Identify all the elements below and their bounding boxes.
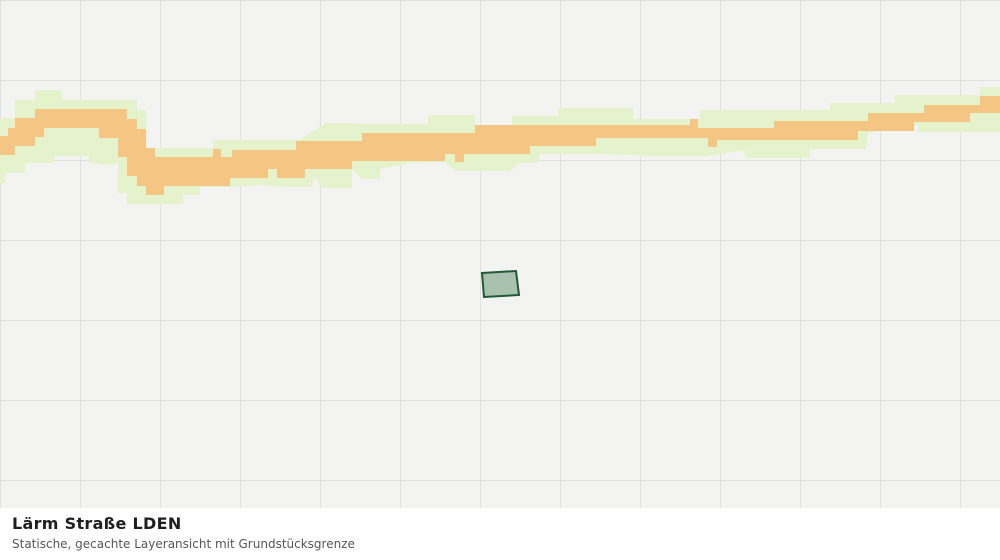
parcel-boundary	[480, 269, 521, 299]
layer-subtitle: Statische, gecachte Layeransicht mit Gru…	[12, 537, 355, 551]
map-background	[0, 0, 1000, 508]
map-view	[0, 0, 1000, 508]
noise-band-high	[0, 96, 1000, 195]
legend-footer: Lärm Straße LDEN Statische, gecachte Lay…	[0, 508, 1000, 560]
layer-title: Lärm Straße LDEN	[12, 514, 182, 533]
tile-grid	[0, 0, 1000, 508]
